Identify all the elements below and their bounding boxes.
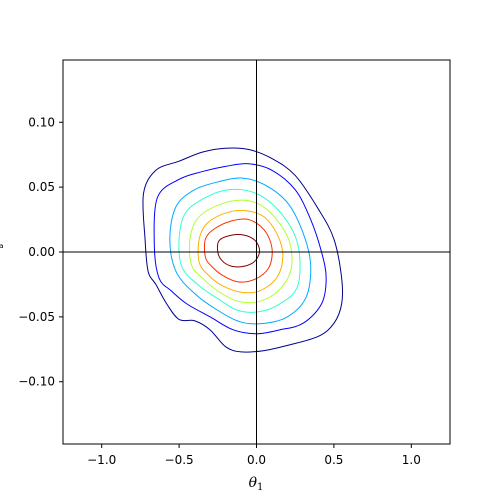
contour-lines — [142, 147, 344, 353]
contour-level-8 — [216, 233, 261, 268]
y-tick-label: 0.05 — [28, 180, 55, 194]
reference-lines — [63, 60, 450, 444]
y-axis-ticks: 0.10 0.05 0.00 −0.05 −0.10 — [18, 115, 63, 389]
contour-level-6 — [197, 209, 284, 294]
y-tick-label: −0.05 — [18, 310, 55, 324]
y-tick-label: 0.00 — [28, 245, 55, 259]
x-axis-ticks: −1.0 −0.5 0.0 0.5 1.0 — [87, 444, 421, 467]
x-axis-label-subscript: 1 — [257, 482, 263, 493]
x-tick-label: 1.0 — [402, 453, 421, 467]
y-tick-label: −0.10 — [18, 375, 55, 389]
contour-level-7 — [203, 218, 273, 283]
x-tick-label: 0.0 — [247, 453, 266, 467]
x-axis-label: θ1 — [249, 475, 264, 493]
contour-level-5 — [188, 199, 293, 304]
x-tick-label: 0.5 — [324, 453, 343, 467]
y-axis-label-fragment: ᵃ — [0, 241, 4, 255]
contour-level-1 — [142, 147, 344, 353]
contour-level-3 — [169, 177, 312, 325]
x-tick-label: −0.5 — [165, 453, 194, 467]
x-tick-label: −1.0 — [87, 453, 116, 467]
contour-level-4 — [178, 188, 301, 313]
y-tick-label: 0.10 — [28, 115, 55, 129]
